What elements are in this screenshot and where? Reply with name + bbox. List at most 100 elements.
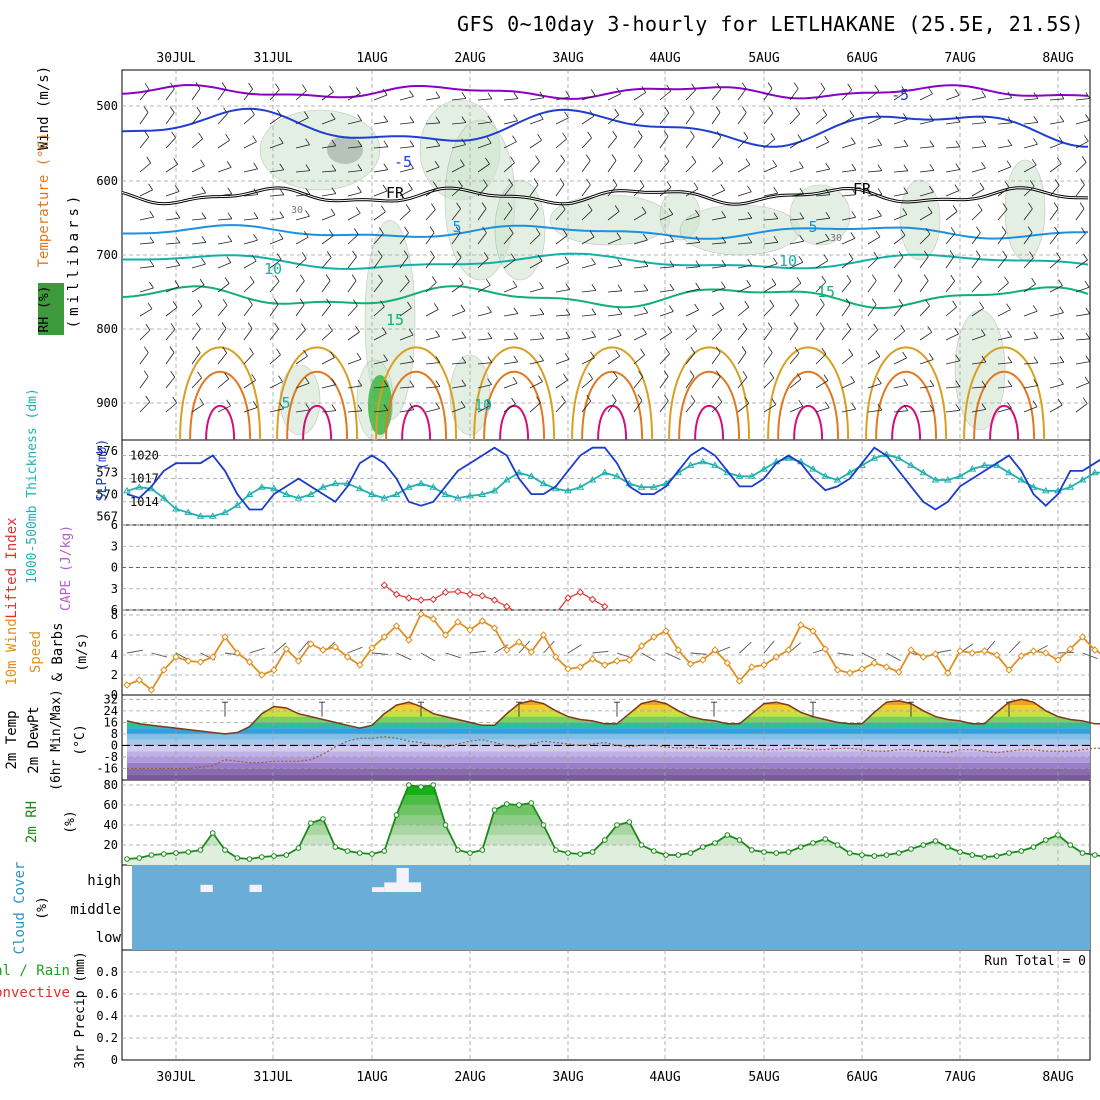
wind-barb-feather: [721, 236, 727, 243]
wind-barb-feather: [278, 232, 284, 240]
wind-barb-feather: [197, 299, 203, 307]
wind-barb-feather: [721, 259, 727, 267]
wind-barb: [789, 113, 800, 125]
wind-barb: [295, 329, 306, 341]
wind-barb: [139, 189, 153, 197]
data-point: [196, 512, 205, 519]
wind-barb: [555, 209, 566, 221]
wind-barb-feather: [538, 113, 544, 120]
wind-barb-feather: [149, 260, 155, 267]
wind-barb: [139, 162, 151, 173]
wind-barb: [737, 328, 748, 341]
wind-barb-feather: [144, 130, 150, 138]
wind-barb: [1075, 382, 1090, 389]
rh-color-band: [127, 785, 1090, 795]
wind-barb: [685, 288, 700, 293]
wind-barb: [711, 136, 722, 149]
wind-barb-feather: [146, 156, 152, 164]
wind-barb: [139, 287, 154, 293]
wind-barb-feather: [248, 298, 253, 306]
wind-barb-feather: [460, 304, 466, 312]
wind-barb-feather: [589, 110, 595, 117]
wind-barb-feather: [355, 207, 361, 214]
lifted-tick-label: 0: [111, 561, 118, 575]
wind-barb: [191, 305, 203, 317]
wind-barb: [919, 233, 931, 245]
wind-barb: [685, 309, 699, 317]
wind-barb-feather: [455, 226, 461, 233]
data-point: [1017, 476, 1026, 483]
data-point: [980, 647, 989, 655]
wind-barb: [399, 96, 414, 101]
wind-barb-feather: [771, 398, 777, 405]
data-point: [282, 645, 291, 653]
wind-barb-feather: [741, 346, 747, 353]
wind-barb: [1049, 142, 1064, 149]
wind-barb-feather: [877, 164, 883, 171]
wind-barb-feather: [823, 254, 829, 261]
data-point: [761, 849, 767, 855]
wind-barb: [529, 97, 544, 101]
wind-barb-feather: [377, 250, 383, 257]
top-date-label: 3AUG: [552, 51, 583, 66]
wind-barb-feather: [409, 380, 415, 388]
wind-barb-feather: [221, 82, 227, 89]
wind-barb: [373, 360, 388, 365]
wind-barb: [685, 161, 697, 173]
wind-barb: [607, 136, 618, 149]
wind-barb: [1023, 362, 1038, 365]
data-point: [712, 840, 718, 846]
top-date-label: 4AUG: [649, 51, 680, 66]
wind-barb: [893, 170, 908, 173]
pressure-tick-label: 600: [96, 174, 118, 188]
wind-barb: [945, 169, 960, 173]
wind-barb: [191, 165, 205, 173]
wind-barb: [919, 280, 929, 293]
wind-barb-feather: [431, 276, 437, 283]
wind-barb-feather: [1080, 178, 1085, 186]
wind-barb-feather: [796, 276, 802, 284]
wind-barb-feather: [664, 155, 670, 162]
wind-barb-feather: [1031, 158, 1037, 166]
wind-barb: [165, 112, 175, 125]
wind-barb-feather: [744, 300, 750, 308]
wind-barb: [243, 260, 257, 269]
wind-barb: [711, 265, 726, 269]
wind-barb: [893, 280, 903, 293]
wind-barb-feather: [248, 82, 253, 90]
data-point: [845, 468, 854, 476]
wind-barb: [607, 238, 622, 245]
wind-barb-feather: [851, 402, 857, 410]
precip-tick-label: 0.8: [96, 965, 118, 979]
wind-barb-feather: [539, 354, 544, 361]
wind-barb-feather: [768, 106, 774, 114]
wind-barb-feather: [357, 404, 363, 412]
wind-barb-feather: [1033, 92, 1039, 99]
wind-barb-feather: [253, 212, 259, 219]
wind-barb-feather: [487, 92, 493, 100]
temp-contour-lobe: [483, 370, 546, 441]
wind-barb: [503, 382, 518, 389]
data-point: [257, 483, 266, 490]
wind-barb: [451, 337, 466, 341]
wind-barb-feather: [409, 403, 415, 410]
bottom-date-label: 5AUG: [748, 1070, 779, 1085]
top-date-label: 1AUG: [356, 51, 387, 66]
wind-barb: [165, 352, 175, 365]
data-point: [821, 645, 830, 653]
wind-barb: [893, 357, 907, 365]
wind-barb: [919, 191, 934, 197]
wind-barb-feather: [717, 323, 723, 331]
run-total-label: Run Total = 0: [984, 954, 1086, 969]
wind-barb-feather: [1007, 116, 1013, 124]
wind-barb-feather: [353, 228, 359, 235]
wind-barb-feather: [952, 205, 958, 212]
wind-barb-feather: [435, 91, 441, 98]
data-point: [245, 490, 254, 497]
data-point: [931, 650, 940, 658]
wind-barb: [217, 352, 228, 365]
data-point: [564, 594, 572, 602]
wind-barb: [451, 362, 466, 365]
